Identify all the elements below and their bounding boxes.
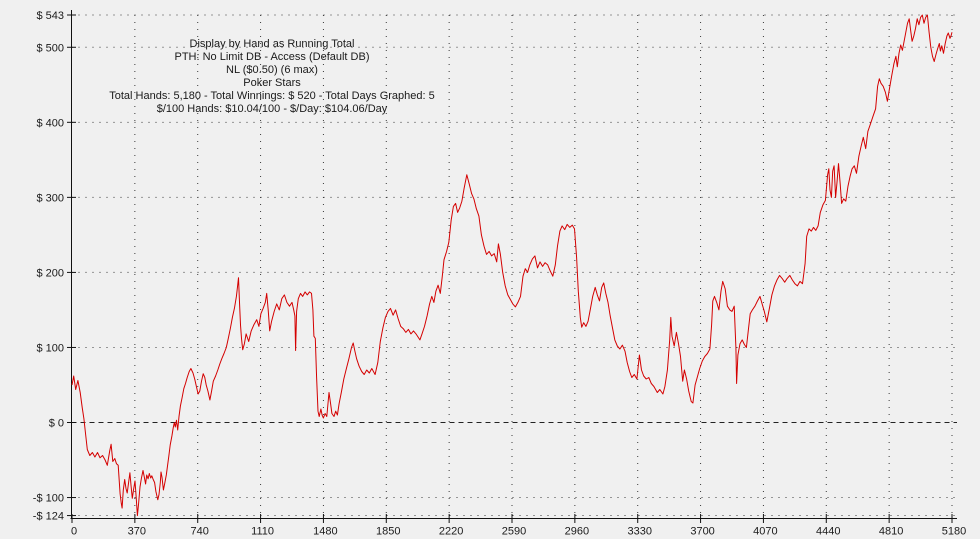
x-axis-label: 4070: [753, 526, 777, 538]
x-axis-label: 370: [128, 526, 146, 538]
running-total-line-series: [71, 14, 953, 517]
x-axis-label: 4440: [816, 526, 840, 538]
chart-stats-totals: Total Hands: 5,180 - Total Winnings: $ 5…: [109, 90, 435, 102]
chart-title: Display by Hand as Running Total: [189, 38, 355, 50]
x-axis-label: 5180: [942, 526, 966, 538]
x-axis-label: 1850: [376, 526, 400, 538]
x-axis-label: 4810: [879, 526, 903, 538]
y-axis-label: -$ 124: [33, 511, 64, 523]
y-axis-label: $ 0: [49, 418, 64, 430]
y-axis-label: $ 200: [36, 267, 64, 279]
x-axis-label: 2590: [502, 526, 526, 538]
x-axis-label: 2220: [439, 526, 463, 538]
chart-title-block: Display by Hand as Running Total PTH: No…: [109, 38, 435, 116]
x-axis-label: 1480: [313, 526, 337, 538]
y-axis-label: $ 500: [36, 42, 64, 54]
y-axis-label: $ 100: [36, 342, 64, 354]
x-axis-label: 3330: [627, 526, 651, 538]
chart-stats-rates: $/100 Hands: $10.04/100 - $/Day: $104.06…: [156, 103, 388, 115]
chart-subtitle-stakes: NL ($0.50) (6 max): [226, 64, 318, 76]
chart-subtitle-db: PTH: No Limit DB - Access (Default DB): [174, 51, 370, 63]
x-axis-label: 740: [191, 526, 209, 538]
x-axis-label: 1110: [251, 526, 274, 538]
x-axis-label: 2960: [565, 526, 589, 538]
y-axis-label: $ 300: [36, 192, 64, 204]
x-axis-label: 0: [71, 526, 77, 538]
y-axis-label: $ 543: [36, 10, 64, 22]
y-axis-label: -$ 100: [33, 493, 64, 505]
x-axis-label: 3700: [690, 526, 714, 538]
chart-subtitle-site: Poker Stars: [243, 77, 301, 89]
y-axis-label: $ 400: [36, 117, 64, 129]
